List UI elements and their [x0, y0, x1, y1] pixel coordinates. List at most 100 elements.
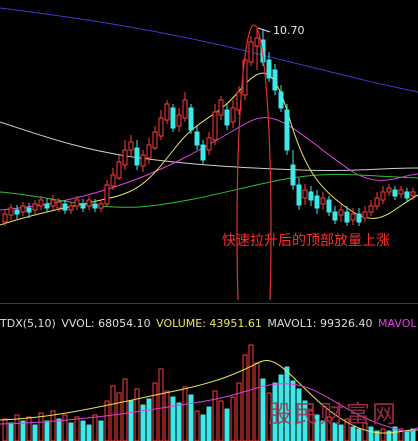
volume-bar: [278, 374, 284, 441]
volume-bar: [116, 392, 122, 441]
volume-bar: [254, 362, 260, 441]
volume-bar: [320, 420, 326, 441]
volume-bar: [206, 406, 212, 441]
volume-bar: [236, 382, 242, 441]
candle-body: [194, 131, 200, 146]
volume-bar: [176, 402, 182, 441]
candle-body: [8, 207, 14, 216]
volume-bar: [224, 408, 230, 441]
candle-body: [326, 199, 332, 213]
volume-bar: [38, 412, 44, 441]
volume-bar: [68, 422, 74, 441]
candle-body: [68, 205, 74, 211]
annotation-text: 快速拉升后的顶部放量上涨: [222, 233, 390, 249]
volume-bar: [338, 424, 344, 441]
volume-indicator-bar: TDX(5,10) VVOL: 68054.10 VOLUME: 43951.6…: [0, 316, 418, 332]
volume-bar: [158, 368, 164, 441]
candle-body: [224, 109, 230, 126]
volume-bar: [212, 390, 218, 441]
candle-body: [170, 107, 176, 129]
candle-body: [14, 209, 20, 215]
volume-bar: [50, 410, 56, 441]
mavol2-line: [0, 383, 418, 432]
price-chart: [0, 7, 418, 300]
candle-body: [404, 191, 410, 199]
candle-body: [110, 174, 116, 187]
peak-price-label: 10.70: [273, 24, 305, 37]
volume-bar: [350, 426, 356, 441]
volume-bar: [92, 414, 98, 441]
candle-body: [116, 161, 122, 179]
volume-bar: [188, 394, 194, 441]
candle-body: [332, 211, 338, 221]
volume-bar: [32, 424, 38, 441]
highlight-ellipse: [236, 24, 272, 300]
candle-body: [272, 69, 278, 91]
indicator-name: TDX(5,10): [0, 317, 56, 330]
volume-bar: [194, 410, 200, 441]
vvol-value: VVOL: 68054.10: [61, 317, 151, 330]
volume-bar: [260, 378, 266, 441]
candle-body: [146, 144, 152, 159]
volume-bar: [80, 420, 86, 441]
volume-chart: [0, 344, 418, 441]
candle-body: [278, 91, 284, 109]
candle-body: [338, 209, 344, 216]
ma-line-4: [0, 72, 418, 226]
candle-body: [158, 117, 164, 137]
mavol1-value: MAVOL1: 99326.40: [267, 317, 373, 330]
candle-body: [386, 187, 392, 193]
volume-bar: [152, 382, 158, 441]
candle-body: [356, 213, 362, 223]
candle-body: [380, 191, 386, 201]
candle-body: [140, 154, 146, 167]
volume-bar: [20, 420, 26, 441]
volume-bar: [140, 404, 146, 441]
candle-body: [362, 211, 368, 219]
candle-body: [56, 201, 62, 209]
candle-body: [302, 189, 308, 199]
volume-bar: [266, 392, 272, 441]
candle-body: [320, 197, 326, 205]
candle-body: [344, 211, 350, 223]
volume-bar: [62, 414, 68, 441]
volume-bar: [380, 428, 386, 441]
candle-body: [374, 197, 380, 207]
candle-body: [134, 147, 140, 166]
volume-bar: [134, 388, 140, 441]
candle-body: [290, 164, 296, 186]
candle-body: [230, 107, 236, 123]
candle-body: [392, 189, 398, 197]
volume-bar: [146, 398, 152, 441]
volume-bar: [326, 416, 332, 441]
volume-bar: [110, 385, 116, 441]
volume-bar: [218, 400, 224, 441]
candle-body: [206, 137, 212, 151]
candle-body: [92, 203, 98, 209]
candle-body: [200, 144, 206, 161]
candle-body: [80, 203, 86, 209]
candle-body: [410, 191, 416, 197]
candle-body: [2, 213, 8, 223]
volume-bar: [98, 420, 104, 441]
volume-bar: [296, 388, 302, 441]
volume-bar: [242, 354, 248, 441]
volume-bar: [56, 418, 62, 441]
volume-bar: [332, 422, 338, 441]
volume-bar: [272, 382, 278, 441]
volume-bar: [392, 426, 398, 441]
candle-body: [32, 203, 38, 211]
ma-line-3: [0, 173, 418, 208]
candle-body: [74, 199, 80, 207]
volume-bar: [374, 430, 380, 441]
candle-body: [260, 39, 266, 63]
candle-body: [44, 203, 50, 209]
candle-body: [50, 199, 56, 207]
candle-body: [284, 109, 290, 151]
candle-body: [218, 99, 224, 116]
candle-body: [152, 131, 158, 149]
candle-body: [20, 205, 26, 213]
mavol1-line: [0, 359, 418, 434]
volume-bar: [200, 414, 206, 441]
volume-bar: [8, 422, 14, 441]
